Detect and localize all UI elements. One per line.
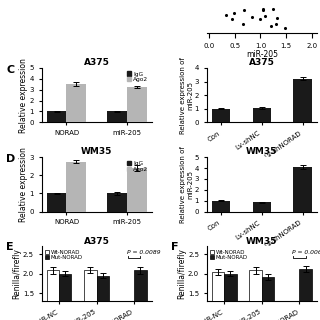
Bar [212, 109, 230, 122]
Y-axis label: Relative expression: Relative expression [19, 58, 28, 132]
Point [262, 13, 268, 19]
Title: A375: A375 [84, 58, 109, 67]
Bar [134, 270, 147, 320]
Text: F: F [172, 242, 179, 252]
Bar [293, 79, 312, 122]
Legend: IgG, Ago2: IgG, Ago2 [127, 71, 149, 83]
Bar [59, 274, 71, 320]
Text: D: D [6, 155, 16, 164]
Legend: Wt-NORAD, Mut-NORAD: Wt-NORAD, Mut-NORAD [210, 249, 248, 261]
Title: WM35: WM35 [81, 148, 112, 156]
Point [271, 7, 276, 12]
Bar [67, 84, 86, 122]
Y-axis label: Renilla/firefly: Renilla/firefly [12, 248, 21, 299]
Bar [224, 274, 236, 320]
Text: E: E [6, 242, 14, 252]
Title: WM35: WM35 [246, 148, 277, 156]
Bar [127, 87, 147, 122]
Y-axis label: Relative expression of
miR-205: Relative expression of miR-205 [180, 146, 193, 223]
Point [224, 12, 229, 17]
Legend: Wt-NORAD, Mut-NORAD: Wt-NORAD, Mut-NORAD [44, 249, 83, 261]
Title: A375: A375 [249, 58, 275, 67]
Point [275, 15, 280, 20]
Bar [287, 309, 300, 320]
Bar [293, 167, 312, 212]
Bar [262, 277, 274, 320]
Point [260, 6, 266, 11]
Y-axis label: Relative expression of
miR-205: Relative expression of miR-205 [180, 57, 193, 133]
Point [241, 21, 246, 26]
Y-axis label: Renilla/firefly: Renilla/firefly [178, 248, 187, 299]
Bar [47, 270, 59, 320]
Bar [47, 111, 67, 122]
Point [273, 22, 278, 27]
Legend: IgG, Ago2: IgG, Ago2 [127, 160, 149, 172]
Bar [122, 310, 134, 320]
Bar [252, 108, 271, 122]
Bar [107, 193, 127, 212]
Title: A375: A375 [84, 236, 109, 245]
Bar [107, 111, 127, 122]
Point [241, 7, 246, 12]
Point [250, 15, 255, 20]
Bar [212, 272, 224, 320]
Point [283, 26, 288, 31]
Point [232, 10, 237, 15]
Bar [300, 269, 312, 320]
Bar [212, 201, 230, 212]
Text: C: C [6, 65, 14, 75]
Bar [252, 202, 271, 212]
Bar [249, 270, 262, 320]
Bar [47, 193, 67, 212]
Text: P = 0.0066: P = 0.0066 [292, 250, 320, 255]
Point [269, 23, 274, 28]
Y-axis label: Relative expression: Relative expression [19, 147, 28, 222]
Point [260, 7, 266, 12]
Bar [67, 162, 86, 212]
Title: WM35: WM35 [246, 236, 277, 245]
Bar [97, 276, 109, 320]
Point [258, 17, 263, 22]
Text: P = 0.0089: P = 0.0089 [127, 250, 160, 255]
Bar [127, 168, 147, 212]
Bar [84, 270, 97, 320]
Point [229, 16, 235, 21]
X-axis label: miR-205: miR-205 [246, 50, 278, 59]
